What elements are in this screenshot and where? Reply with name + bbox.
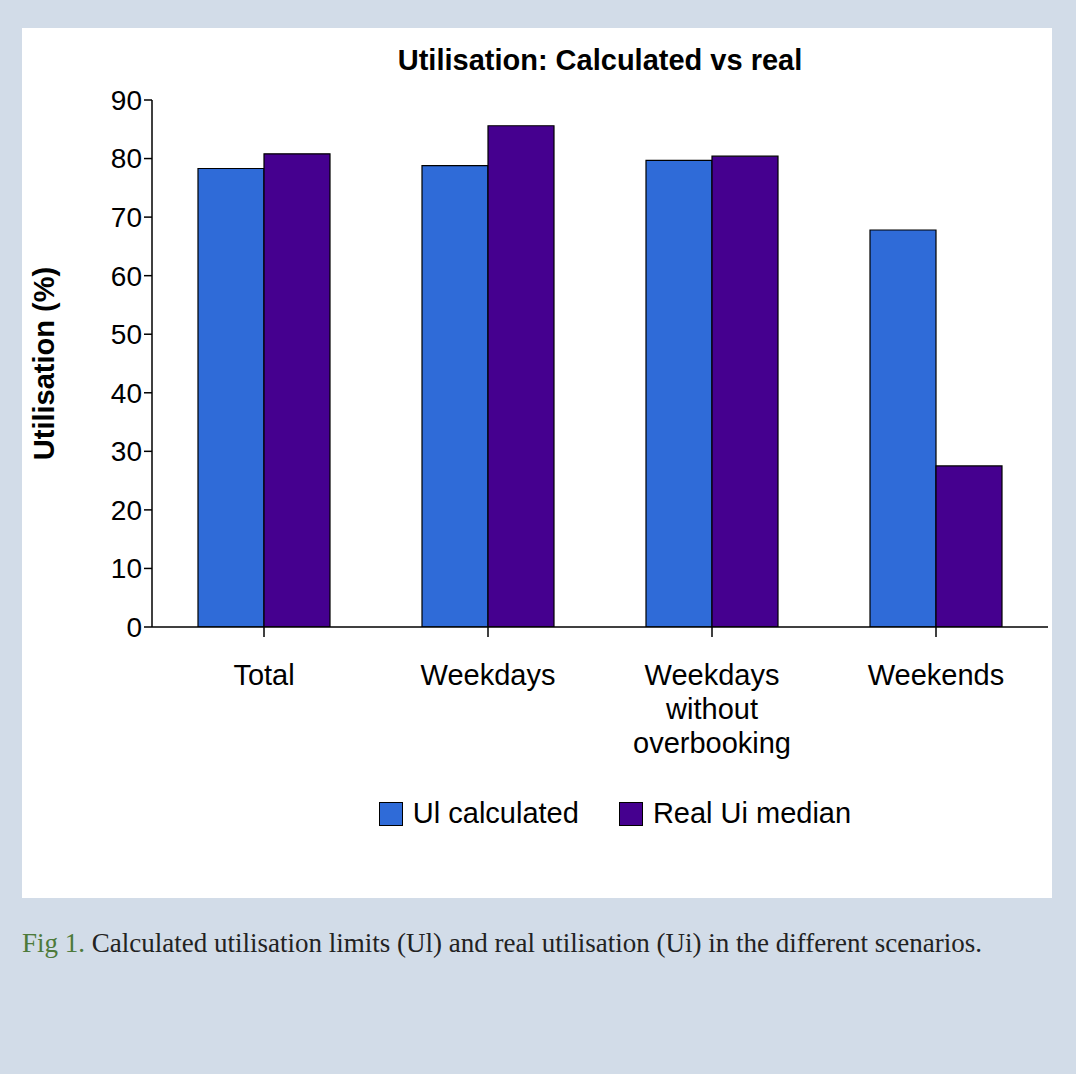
html-text:Ul calculated: Ul calculated bbox=[412, 797, 579, 829]
svg-text:Total: Total bbox=[233, 659, 294, 691]
svg-text:50: 50 bbox=[111, 319, 142, 350]
svg-text:Utilisation (%): Utilisation (%) bbox=[28, 267, 60, 460]
svg-text:20: 20 bbox=[111, 495, 142, 526]
svg-text:90: 90 bbox=[111, 85, 142, 116]
svg-text:Weekdays: Weekdays bbox=[421, 659, 556, 691]
html-text:Utilisation: Calculated vs rea: Utilisation: Calculated vs real bbox=[397, 44, 803, 76]
svg-text:60: 60 bbox=[111, 261, 142, 292]
svg-text:Weekends: Weekends bbox=[868, 659, 1005, 691]
svg-text:70: 70 bbox=[111, 202, 142, 233]
html-text:Real Ui median: Real Ui median bbox=[652, 797, 852, 829]
svg-text:30: 30 bbox=[111, 436, 142, 467]
svg-text:Weekdayswithoutoverbooking: Weekdayswithoutoverbooking bbox=[633, 659, 791, 759]
html-text:Fig 1. Calculated utilisation: Fig 1. Calculated utilisation limits (Ul… bbox=[22, 928, 983, 958]
svg-text:80: 80 bbox=[111, 143, 142, 174]
svg-text:40: 40 bbox=[111, 378, 142, 409]
svg-text:0: 0 bbox=[126, 612, 142, 643]
svg-text:10: 10 bbox=[111, 553, 142, 584]
